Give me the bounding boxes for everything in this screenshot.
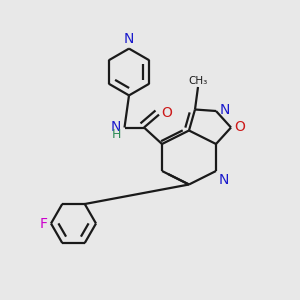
- Text: CH₃: CH₃: [188, 76, 208, 85]
- Text: O: O: [234, 120, 245, 134]
- Text: H: H: [112, 128, 122, 141]
- Text: O: O: [161, 106, 172, 120]
- Text: N: N: [111, 120, 122, 134]
- Text: N: N: [219, 173, 230, 188]
- Text: F: F: [40, 217, 48, 230]
- Text: N: N: [220, 103, 230, 117]
- Text: N: N: [124, 32, 134, 46]
